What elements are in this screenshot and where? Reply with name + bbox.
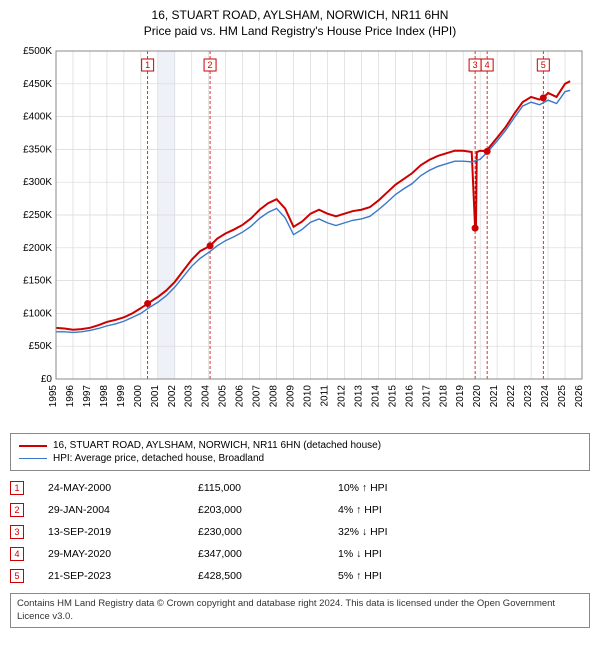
svg-text:£400K: £400K [23,112,52,123]
transaction-price: 29-MAY-2020 [48,548,198,560]
svg-text:2006: 2006 [235,385,246,408]
legend-label: 16, STUART ROAD, AYLSHAM, NORWICH, NR11 … [53,440,381,451]
footer-attribution: Contains HM Land Registry data © Crown c… [10,593,590,628]
transaction-row: 313-SEP-2019£230,00032% ↓ HPI [10,521,590,543]
transaction-row: 229-JAN-2004£203,0004% ↑ HPI [10,499,590,521]
transaction-price: 13-SEP-2019 [48,526,198,538]
svg-text:2: 2 [208,60,213,70]
transaction-marker: 5 [10,569,24,583]
svg-text:1995: 1995 [48,385,59,408]
title-line-2: Price paid vs. HM Land Registry's House … [10,24,590,40]
transaction-price: 21-SEP-2023 [48,570,198,582]
svg-text:1996: 1996 [65,385,76,408]
transaction-marker: 2 [10,503,24,517]
svg-text:1: 1 [145,60,150,70]
svg-text:2017: 2017 [421,385,432,408]
svg-text:2024: 2024 [540,385,551,408]
transaction-price: 24-MAY-2000 [48,482,198,494]
legend-label: HPI: Average price, detached house, Broa… [53,453,264,464]
svg-text:2009: 2009 [286,385,297,408]
svg-text:2013: 2013 [353,385,364,408]
legend-row: HPI: Average price, detached house, Broa… [19,453,581,464]
transaction-marker: 3 [10,525,24,539]
svg-text:2015: 2015 [387,385,398,408]
legend: 16, STUART ROAD, AYLSHAM, NORWICH, NR11 … [10,433,590,471]
svg-text:2012: 2012 [336,385,347,408]
transaction-pct: 1% ↓ HPI [338,548,458,560]
svg-text:£250K: £250K [23,210,52,221]
transaction-row: 429-MAY-2020£347,0001% ↓ HPI [10,543,590,565]
svg-text:£150K: £150K [23,276,52,287]
svg-text:1999: 1999 [116,385,127,408]
svg-text:2000: 2000 [133,385,144,408]
svg-text:2014: 2014 [370,385,381,408]
svg-text:1998: 1998 [99,385,110,408]
svg-text:2002: 2002 [167,385,178,408]
svg-text:2008: 2008 [269,385,280,408]
transaction-pct: 5% ↑ HPI [338,570,458,582]
svg-text:£300K: £300K [23,177,52,188]
transaction-row: 124-MAY-2000£115,00010% ↑ HPI [10,477,590,499]
svg-text:2023: 2023 [523,385,534,408]
svg-text:2003: 2003 [184,385,195,408]
svg-text:2004: 2004 [201,385,212,408]
transactions-table: 124-MAY-2000£115,00010% ↑ HPI229-JAN-200… [10,477,590,587]
svg-text:2026: 2026 [574,385,585,408]
svg-text:£350K: £350K [23,145,52,156]
transaction-marker: 1 [10,481,24,495]
svg-text:2020: 2020 [472,385,483,408]
svg-text:2007: 2007 [252,385,263,408]
transaction-marker: 4 [10,547,24,561]
svg-text:4: 4 [485,60,490,70]
svg-text:2019: 2019 [455,385,466,408]
transaction-pct: 32% ↓ HPI [338,526,458,538]
svg-text:3: 3 [473,60,478,70]
svg-text:£100K: £100K [23,309,52,320]
chart-title: 16, STUART ROAD, AYLSHAM, NORWICH, NR11 … [10,8,590,39]
svg-text:2011: 2011 [319,385,330,407]
transaction-row: 521-SEP-2023£428,5005% ↑ HPI [10,565,590,587]
svg-text:5: 5 [541,60,546,70]
transaction-price: 29-JAN-2004 [48,504,198,516]
svg-text:£500K: £500K [23,46,52,57]
svg-text:£200K: £200K [23,243,52,254]
transaction-pct: 10% ↑ HPI [338,482,458,494]
svg-text:1997: 1997 [82,385,93,408]
svg-text:2025: 2025 [557,385,568,408]
chart: £0 £50K £100K £150K £200K £250K £300K £350K £400… [10,45,590,425]
title-line-1: 16, STUART ROAD, AYLSHAM, NORWICH, NR11 … [10,8,590,24]
svg-text:£50K: £50K [29,341,53,352]
svg-text:2010: 2010 [303,385,314,408]
legend-swatch [19,458,47,459]
transaction-pct: 4% ↑ HPI [338,504,458,516]
legend-row: 16, STUART ROAD, AYLSHAM, NORWICH, NR11 … [19,440,581,451]
svg-text:£0: £0 [41,374,53,385]
svg-text:2021: 2021 [489,385,500,408]
svg-text:2022: 2022 [506,385,517,408]
svg-text:£450K: £450K [23,79,52,90]
svg-text:2005: 2005 [218,385,229,408]
svg-text:2018: 2018 [438,385,449,408]
svg-text:2001: 2001 [150,385,161,408]
legend-swatch [19,445,47,447]
svg-text:2016: 2016 [404,385,415,408]
